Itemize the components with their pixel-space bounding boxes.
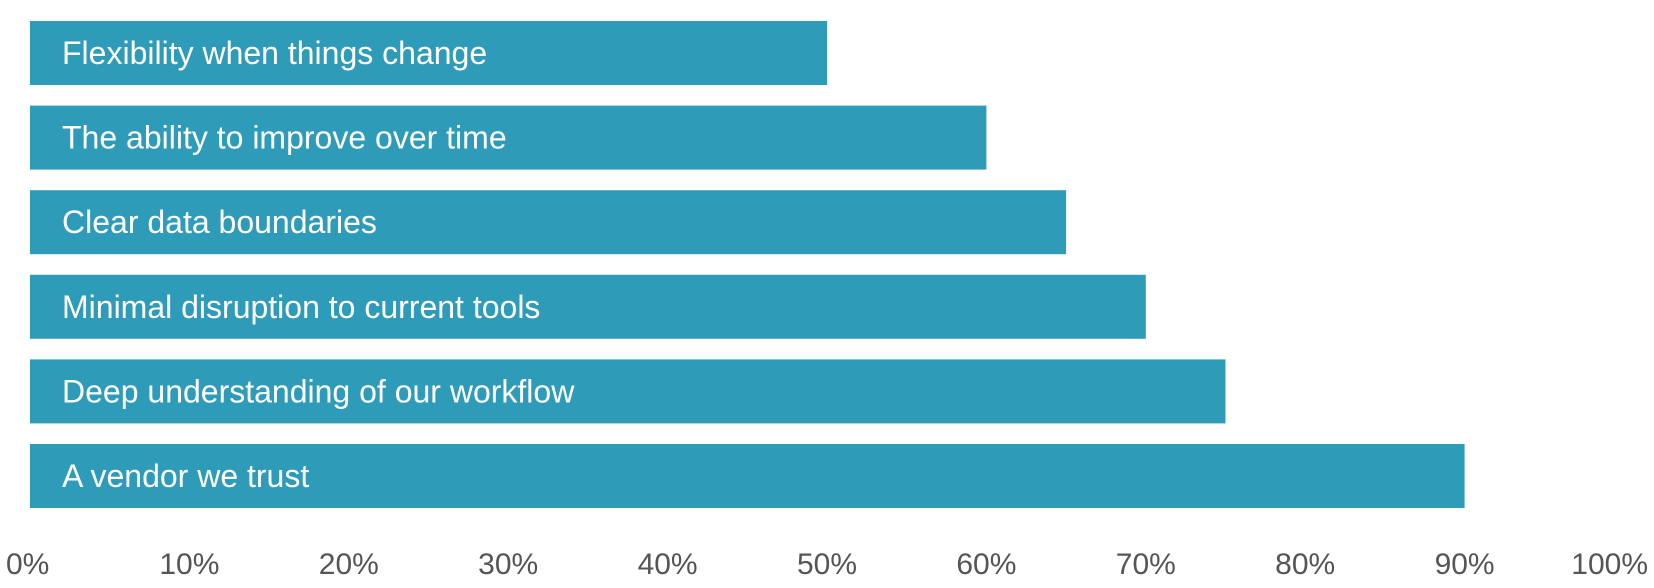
x-tick-label: 0%: [6, 548, 49, 581]
bar-label: The ability to improve over time: [62, 120, 507, 156]
bar: [30, 105, 987, 170]
x-axis-tick-labels: 0% 10% 20% 30% 40% 50% 60% 70% 80% 90% 100%: [6, 548, 1648, 581]
bars-layer: Flexibility when things change The abilit…: [30, 21, 1465, 508]
x-tick-label: 10%: [159, 548, 219, 581]
x-tick-label: 50%: [797, 548, 857, 581]
bar-group: A vendor we trust: [30, 444, 1465, 508]
x-tick-label: 60%: [956, 548, 1016, 581]
bar: [30, 359, 1226, 424]
bar-label: Flexibility when things change: [62, 35, 487, 71]
bar-label: Minimal disruption to current tools: [62, 289, 540, 325]
bar-group: Minimal disruption to current tools: [30, 274, 1146, 339]
x-tick-label: 40%: [638, 548, 698, 581]
bar: [30, 21, 827, 85]
x-tick-label: 70%: [1116, 548, 1176, 581]
x-tick-label: 100%: [1571, 548, 1648, 581]
x-tick-label: 30%: [478, 548, 538, 581]
bar: [30, 274, 1146, 339]
bar-group: Deep understanding of our workflow: [30, 359, 1226, 424]
x-tick-label: 20%: [319, 548, 379, 581]
bar-label: Clear data boundaries: [62, 204, 377, 240]
bar-group: Clear data boundaries: [30, 190, 1067, 255]
x-tick-label: 90%: [1435, 548, 1495, 581]
bar-group: The ability to improve over time: [30, 105, 987, 170]
bar: [30, 190, 1067, 255]
x-tick-label: 80%: [1275, 548, 1335, 581]
bar-label: A vendor we trust: [62, 458, 309, 494]
bar: [30, 444, 1465, 508]
bar-group: Flexibility when things change: [30, 21, 827, 85]
bar-label: Deep understanding of our workflow: [62, 373, 575, 409]
